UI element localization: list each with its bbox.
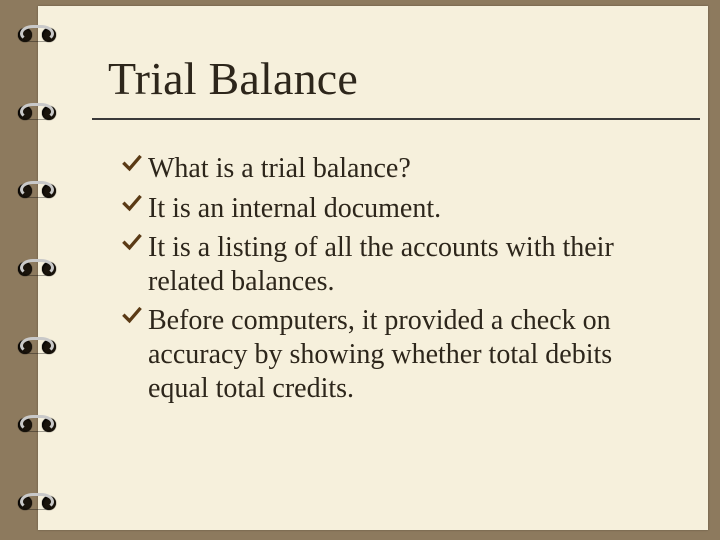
ring-icon — [20, 103, 54, 119]
binder-ring — [18, 490, 58, 520]
list-item: It is an internal document. — [122, 192, 668, 226]
bullet-text: Before computers, it provided a check on… — [148, 304, 668, 405]
ring-icon — [20, 415, 54, 431]
ring-icon — [20, 493, 54, 509]
slide-title: Trial Balance — [108, 52, 358, 105]
binder-ring — [18, 178, 58, 208]
ring-icon — [20, 259, 54, 275]
binder-ring — [18, 334, 58, 364]
binder-ring — [18, 22, 58, 52]
bullet-list: What is a trial balance? It is an intern… — [122, 152, 668, 411]
checkmark-icon — [122, 231, 144, 259]
checkmark-icon — [122, 304, 144, 332]
bullet-text: It is an internal document. — [148, 192, 668, 226]
list-item: Before computers, it provided a check on… — [122, 304, 668, 405]
checkmark-icon — [122, 192, 144, 220]
binder-ring — [18, 412, 58, 442]
ring-icon — [20, 337, 54, 353]
bullet-text: It is a listing of all the accounts with… — [148, 231, 668, 298]
bullet-text: What is a trial balance? — [148, 152, 668, 186]
checkmark-icon — [122, 152, 144, 180]
slide-card: Trial Balance What is a trial balance? I… — [38, 6, 708, 530]
list-item: What is a trial balance? — [122, 152, 668, 186]
list-item: It is a listing of all the accounts with… — [122, 231, 668, 298]
ring-icon — [20, 181, 54, 197]
ring-icon — [20, 25, 54, 41]
binder-ring — [18, 256, 58, 286]
spiral-binding — [18, 0, 58, 540]
title-underline — [92, 118, 700, 120]
binder-ring — [18, 100, 58, 130]
